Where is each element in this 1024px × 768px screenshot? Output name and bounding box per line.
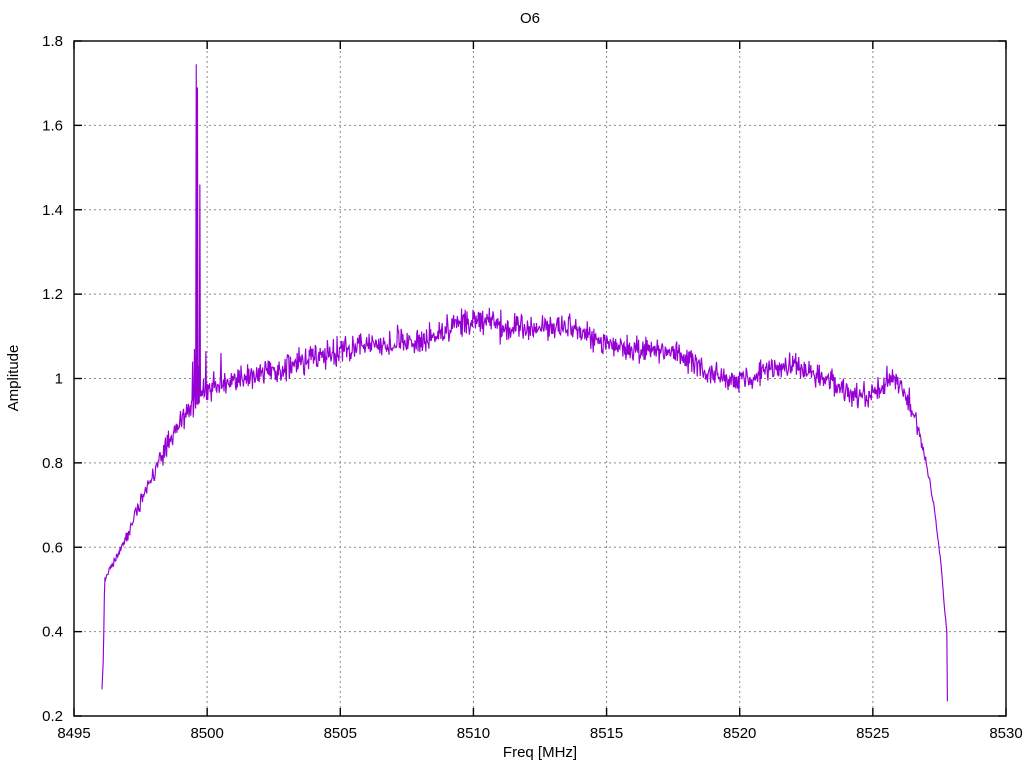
- x-tick-label: 8495: [57, 725, 90, 742]
- y-tick-label: 0.8: [42, 455, 63, 472]
- y-tick-label: 1.2: [42, 286, 63, 303]
- y-tick-label: 1.6: [42, 117, 63, 134]
- data-trace-O6: [101, 64, 948, 702]
- y-tick-label: 0.6: [42, 539, 63, 556]
- axis-labels-group: 0.2 0.4 0.6 0.8 1 1.2 1.4 1.6 1.8 8495 8500 8505 851…: [42, 33, 1023, 742]
- x-tick-label: 8510: [457, 725, 490, 742]
- y-tick-label: 0.4: [42, 624, 63, 641]
- chart-title: O6: [520, 10, 540, 27]
- x-axis-title: Freq [MHz]: [503, 744, 577, 761]
- x-tick-label: 8505: [324, 725, 357, 742]
- y-tick-label: 1.4: [42, 202, 63, 219]
- gridlines-group: [74, 41, 1006, 716]
- y-tick-label: 0.2: [42, 708, 63, 725]
- data-trace-group: [101, 64, 948, 702]
- y-tick-label: 1.8: [42, 33, 63, 50]
- x-tick-label: 8515: [590, 725, 623, 742]
- x-tick-label: 8530: [989, 725, 1022, 742]
- x-tick-label: 8525: [856, 725, 889, 742]
- plot-frame: [73, 40, 1007, 717]
- x-tick-label: 8500: [190, 725, 223, 742]
- y-axis-title: Amplitude: [5, 345, 22, 412]
- x-tick-label: 8520: [723, 725, 756, 742]
- y-tick-label: 1: [55, 371, 63, 388]
